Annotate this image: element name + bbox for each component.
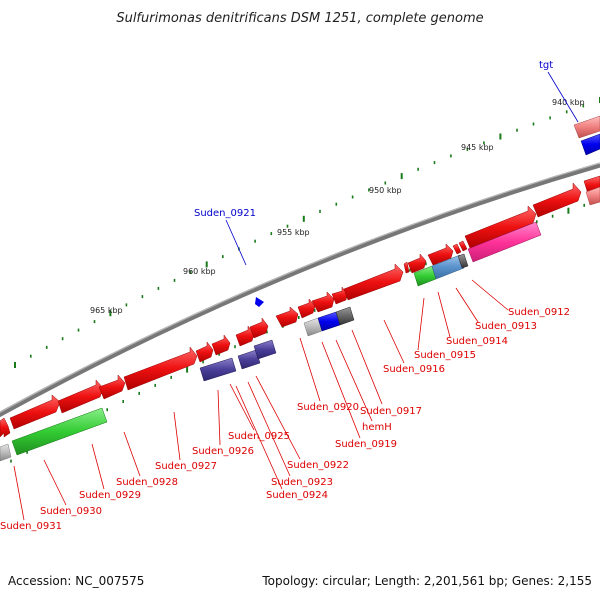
leader-suden-0913 — [455, 287, 479, 323]
gene-suden-0916[interactable] — [343, 263, 404, 301]
forward-strand-genes — [0, 175, 600, 438]
gene-label-suden-0912[interactable]: Suden_0912 — [508, 307, 570, 318]
scale-label-945: 945 kbp — [461, 143, 494, 152]
gene-suden-0915[interactable] — [403, 261, 410, 274]
gene-suden-0929[interactable] — [9, 394, 61, 430]
salmon-block-right — [585, 186, 600, 206]
gene-label-suden-0928[interactable]: Suden_0928 — [116, 477, 178, 488]
gene-suden-0928[interactable] — [57, 379, 104, 414]
leader-suden-0931 — [13, 465, 25, 521]
navy-block-1 — [199, 357, 237, 382]
genome-backbone-highlight — [0, 162, 600, 413]
gene-label-suden-0922[interactable]: Suden_0922 — [287, 460, 349, 471]
leader-suden-0926 — [217, 389, 221, 446]
gene-label-suden-0919[interactable]: Suden_0919 — [335, 439, 397, 450]
gene-label-suden-0924[interactable]: Suden_0924 — [266, 490, 328, 501]
leader-suden-0916 — [383, 319, 405, 364]
gene-suden-0920[interactable] — [275, 306, 299, 328]
pink-block — [467, 221, 542, 263]
blue-marker — [255, 297, 264, 307]
navy-block-2 — [237, 349, 261, 370]
gene-suden-0926[interactable] — [123, 346, 198, 391]
gene-suden-0912[interactable] — [452, 243, 462, 255]
leader-suden-0919 — [321, 341, 361, 439]
leader-suden-0923 — [247, 381, 291, 477]
map-title: Sulfurimonas denitrificans DSM 1251, com… — [116, 11, 483, 26]
gene-label-tgt[interactable]: tgt — [539, 60, 553, 71]
scale-label-940: 940 kbp — [552, 98, 585, 107]
scale-label-950: 950 kbp — [369, 186, 402, 195]
leader-suden-0927 — [173, 411, 181, 461]
gene-label-hemH[interactable]: hemH — [362, 422, 392, 433]
label-leader-lines — [13, 71, 579, 521]
leader-suden-0924 — [235, 385, 283, 490]
gene-label-suden-0925[interactable]: Suden_0925 — [228, 431, 290, 442]
gene-label-suden-0914[interactable]: Suden_0914 — [446, 336, 508, 347]
leader-suden-0912 — [471, 279, 509, 311]
gene-label-suden-0915[interactable]: Suden_0915 — [414, 350, 476, 361]
gene-suden-0912b[interactable] — [458, 240, 468, 252]
leader-suden-0915 — [417, 297, 425, 351]
blue-block-top — [580, 133, 600, 156]
gene-suden-0913[interactable] — [427, 243, 454, 266]
gene-label-suden-0929[interactable]: Suden_0929 — [79, 490, 141, 501]
leader-suden-0921 — [225, 219, 247, 266]
gene-label-suden-0916[interactable]: Suden_0916 — [383, 364, 445, 375]
gene-suden-0914[interactable] — [407, 253, 427, 274]
genome-backbone — [0, 162, 600, 418]
leader-hemH — [335, 339, 373, 422]
gene-suden-0924[interactable] — [211, 334, 231, 356]
leader-suden-0929 — [91, 443, 105, 490]
steel-block — [431, 254, 465, 280]
salmon-block-top — [573, 115, 600, 139]
gene-label-suden-0913[interactable]: Suden_0913 — [475, 321, 537, 332]
accession-text: Accession: NC_007575 — [8, 574, 144, 588]
gene-suden-0927[interactable] — [98, 374, 126, 400]
leader-suden-0917 — [351, 329, 383, 405]
gene-suden-0931[interactable] — [0, 417, 11, 438]
gene-label-suden-0920[interactable]: Suden_0920 — [297, 402, 359, 413]
gene-label-suden-0921[interactable]: Suden_0921 — [194, 208, 256, 219]
leader-suden-0930 — [43, 459, 67, 506]
grey-block-left — [0, 443, 12, 462]
scale-label-955: 955 kbp — [277, 228, 310, 237]
navy-block-3 — [253, 339, 277, 360]
leader-suden-0922 — [255, 375, 301, 460]
leader-tgt — [547, 71, 579, 123]
gene-suden-0922[interactable] — [249, 317, 269, 339]
leader-suden-0925 — [229, 383, 255, 431]
leader-suden-0920 — [299, 337, 321, 402]
green-block-left — [11, 407, 108, 456]
gene-label-suden-0923[interactable]: Suden_0923 — [271, 477, 333, 488]
leader-suden-0928 — [123, 431, 141, 477]
gene-label-suden-0927[interactable]: Suden_0927 — [155, 461, 217, 472]
dark-block-right — [457, 253, 469, 269]
gene-label-suden-0930[interactable]: Suden_0930 — [40, 506, 102, 517]
topology-summary-text: Topology: circular; Length: 2,201,561 bp… — [261, 574, 592, 588]
feature-tracks — [0, 115, 600, 462]
gene-label-suden-0917[interactable]: Suden_0917 — [360, 406, 422, 417]
scale-label-965: 965 kbp — [90, 306, 123, 315]
dark-block-mid — [335, 306, 355, 326]
leader-suden-0914 — [437, 291, 451, 338]
gene-long-2[interactable] — [532, 182, 582, 218]
gene-label-suden-0926[interactable]: Suden_0926 — [192, 446, 254, 457]
scale-label-960: 960 kbp — [183, 267, 216, 276]
gene-suden-0925[interactable] — [195, 341, 214, 363]
gene-label-suden-0931[interactable]: Suden_0931 — [0, 521, 62, 532]
